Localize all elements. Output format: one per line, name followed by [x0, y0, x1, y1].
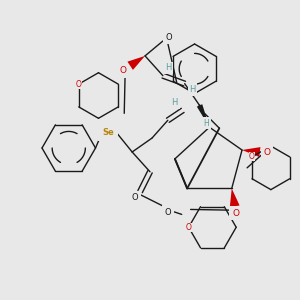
- Text: O: O: [76, 80, 82, 88]
- Text: O: O: [164, 208, 171, 217]
- Text: H: H: [204, 119, 209, 128]
- Text: O: O: [166, 33, 172, 42]
- Polygon shape: [230, 188, 240, 207]
- Polygon shape: [242, 147, 260, 157]
- Polygon shape: [197, 104, 209, 127]
- Text: H: H: [189, 85, 196, 94]
- Text: O: O: [232, 209, 239, 218]
- Text: O: O: [186, 223, 192, 232]
- Text: O: O: [249, 152, 255, 161]
- Polygon shape: [128, 56, 145, 70]
- Text: O: O: [120, 66, 127, 75]
- Text: Se: Se: [103, 128, 114, 137]
- Text: H: H: [172, 98, 178, 107]
- Text: O: O: [132, 193, 139, 202]
- Text: O: O: [263, 148, 270, 157]
- Text: H: H: [165, 63, 171, 72]
